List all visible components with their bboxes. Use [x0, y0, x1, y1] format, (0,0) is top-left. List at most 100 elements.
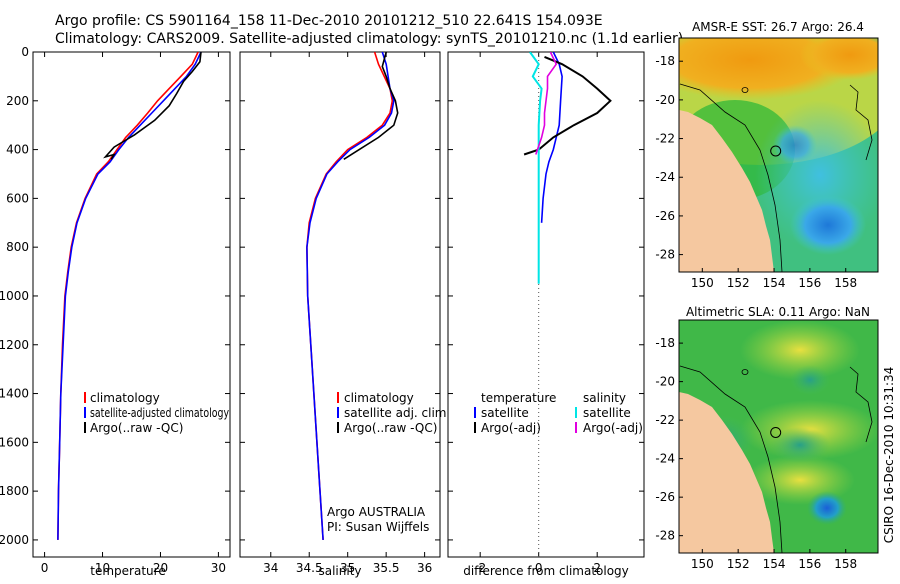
salinity-legend-argo: Argo(..raw -QC) [344, 421, 437, 435]
sst-ytick-label: -18 [655, 54, 675, 68]
sla-xtick-label: 150 [691, 557, 714, 571]
sal-xtick-label: 35 [340, 561, 355, 575]
temperature-argo-line [103, 52, 202, 160]
temp-xtick-label: 10 [95, 561, 110, 575]
difference-ticks: -2 0 2 [448, 51, 644, 575]
temp-ytick-label: 800 [6, 240, 29, 254]
sla-ytick-label: -20 [655, 375, 675, 389]
sla-blue-eddy [807, 491, 847, 525]
difference-salinity-satellite-line [529, 52, 543, 284]
difference-legend-sal-argo: Argo(-adj) [583, 421, 643, 435]
diff-xtick-label: 0 [535, 561, 543, 575]
sst-island [741, 87, 749, 93]
temp-ytick-label: 1200 [0, 338, 29, 352]
temp-xtick-label: 30 [211, 561, 226, 575]
temperature-xlabel: temperature [90, 564, 165, 578]
sla-ytick-label: -24 [655, 452, 675, 466]
sla-map-frame [678, 319, 879, 554]
temp-xtick-label: 20 [153, 561, 168, 575]
sla-map-title: Altimetric SLA: 0.11 Argo: NaN [686, 305, 870, 319]
temp-ytick-label: 400 [6, 143, 29, 157]
temp-ytick-label: 2000 [0, 533, 29, 547]
sla-yellow-north [740, 320, 860, 380]
sst-ytick-label: -20 [655, 93, 675, 107]
difference-legend: temperature satellite Argo(-adj) salinit… [474, 391, 643, 435]
salinity-legend-satellite: satellite adj. clim. [344, 406, 450, 420]
sla-island [741, 369, 749, 375]
sst-ytick-label: -28 [655, 248, 675, 262]
sst-land [679, 38, 774, 272]
sla-teal-center [770, 427, 830, 463]
difference-xlabel: difference from climatology [463, 564, 629, 578]
sst-xtick-label: 150 [691, 276, 714, 290]
salinity-annotation-argo-australia: Argo AUSTRALIA [327, 505, 426, 519]
sla-ytick-label: -28 [655, 529, 675, 543]
temp-ytick-label: 1400 [0, 387, 29, 401]
sst-xtick-label: 154 [763, 276, 786, 290]
temp-xtick-label: 0 [41, 561, 49, 575]
temp-ytick-label: 600 [6, 191, 29, 205]
sla-coast-shelf [679, 365, 783, 553]
salinity-lines [306, 52, 399, 540]
sla-ytick-label: -26 [655, 490, 675, 504]
salinity-ticks: 34 34.5 35 35.5 36 [240, 51, 440, 575]
sst-xtick-label: 156 [798, 276, 821, 290]
difference-legend-title-salinity: salinity [583, 391, 626, 405]
difference-panel: -2 0 2 difference from climatology tempera… [447, 51, 645, 578]
figure-title-line1: Argo profile: CS 5901164_158 11-Dec-2010… [55, 13, 603, 29]
sst-reef-contour [849, 84, 873, 161]
sst-ytick-label: -22 [655, 132, 675, 146]
sst-map-ticks: 150 152 154 156 158 -18 -20 -22 -24 -26 -28 [655, 54, 857, 290]
temperature-legend-climatology: climatology [90, 391, 160, 405]
salinity-annotation-pi: PI: Susan Wijffels [327, 520, 429, 534]
difference-legend-temp-satellite: satellite [481, 406, 529, 420]
diff-xtick-label: -2 [474, 561, 486, 575]
diff-xtick-label: 2 [593, 561, 601, 575]
sla-float-marker [770, 426, 782, 438]
difference-legend-sal-satellite: satellite [583, 406, 631, 420]
sla-land [679, 320, 774, 553]
sla-reef-contour [849, 366, 873, 443]
sla-xtick-label: 158 [834, 557, 857, 571]
sla-map-field [679, 320, 878, 553]
temp-ytick-label: 0 [21, 45, 29, 59]
sst-ytick-label: -24 [655, 170, 675, 184]
salinity-satellite-line [306, 52, 395, 540]
sal-xtick-label: 36 [417, 561, 432, 575]
sst-ytick-label: -26 [655, 209, 675, 223]
difference-axes-box [447, 51, 645, 558]
difference-legend-temp-argo: Argo(-adj) [481, 421, 541, 435]
temp-ytick-label: 1600 [0, 435, 29, 449]
csiro-timestamp: CSIRO 16-Dec-2010 10:31:34 [882, 367, 896, 544]
salinity-panel: 34 34.5 35 35.5 36 salinity climatology sate… [239, 51, 450, 578]
sal-xtick-label: 34.5 [296, 561, 323, 575]
sla-ytick-label: -22 [655, 413, 675, 427]
salinity-legend-climatology: climatology [344, 391, 414, 405]
sst-map-field [679, 38, 878, 272]
sla-xtick-label: 152 [727, 557, 750, 571]
sst-float-marker [770, 145, 782, 157]
salinity-legend: climatology satellite adj. clim. Argo(..… [337, 391, 450, 435]
salinity-argo-line [343, 52, 399, 160]
figure-title-line2: Climatology: CARS2009. Satellite-adjuste… [55, 31, 683, 47]
sst-map-frame [678, 37, 879, 273]
temperature-axes-box [32, 51, 231, 558]
sst-coast-shelf [679, 83, 783, 272]
temperature-lines [57, 52, 202, 540]
temperature-legend-argo: Argo(..raw -QC) [90, 421, 183, 435]
sal-xtick-label: 35.5 [373, 561, 400, 575]
sla-ytick-label: -18 [655, 336, 675, 350]
sla-teal-north [790, 365, 830, 395]
sla-xtick-label: 154 [763, 557, 786, 571]
sla-map-ticks: 150 152 154 156 158 -18 -20 -22 -24 -26 -28 [655, 336, 857, 571]
temp-ytick-label: 1800 [0, 484, 29, 498]
difference-lines [523, 52, 612, 284]
temp-ytick-label: 200 [6, 94, 29, 108]
salinity-xlabel: salinity [318, 564, 361, 578]
sal-xtick-label: 34 [263, 561, 278, 575]
sla-map-panel: Altimetric SLA: 0.11 Argo: NaN 150 152 154… [655, 305, 879, 571]
difference-salinity-argo-line [535, 52, 558, 155]
sla-xtick-label: 156 [798, 557, 821, 571]
